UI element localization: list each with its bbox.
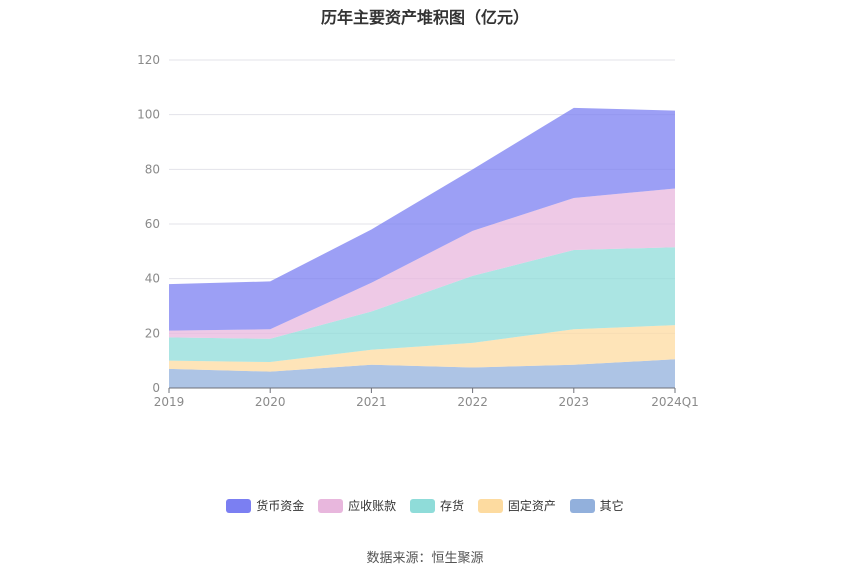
legend-label: 存货 bbox=[439, 499, 464, 513]
y-tick-label: 40 bbox=[145, 272, 160, 286]
area-series bbox=[169, 325, 675, 372]
legend-swatch bbox=[318, 498, 344, 513]
legend-swatch bbox=[569, 498, 595, 513]
legend: 货币资金 应收账款 存货 固定资产 其它 bbox=[0, 497, 850, 516]
area-series bbox=[169, 247, 675, 363]
chart-title: 历年主要资产堆积图（亿元） bbox=[320, 8, 529, 27]
x-tick-label: 2019 bbox=[154, 395, 185, 409]
legend-item[interactable]: 固定资产 bbox=[477, 497, 556, 514]
x-tick-label: 2020 bbox=[255, 395, 286, 409]
legend-item[interactable]: 其它 bbox=[569, 497, 624, 514]
area-series bbox=[169, 188, 675, 339]
y-tick-label: 100 bbox=[137, 108, 160, 122]
legend-label: 货币资金 bbox=[256, 499, 305, 513]
x-tick-label: 2022 bbox=[457, 395, 488, 409]
legend-item[interactable]: 应收账款 bbox=[318, 497, 396, 514]
y-tick-label: 20 bbox=[145, 326, 160, 340]
legend-item[interactable]: 存货 bbox=[409, 497, 464, 514]
area-series bbox=[169, 107, 675, 331]
y-tick-label: 0 bbox=[152, 381, 160, 395]
legend-item[interactable]: 货币资金 bbox=[226, 497, 304, 514]
chart-plot: 0 20 40 60 80 100 120 2019 2020 2021 2022 2023 2024Q… bbox=[137, 53, 699, 409]
area-series bbox=[169, 359, 675, 388]
x-tick-label: 2024Q1 bbox=[651, 395, 699, 409]
legend-label: 其它 bbox=[599, 499, 624, 513]
y-tick-label: 60 bbox=[145, 217, 160, 231]
legend-swatch bbox=[226, 498, 252, 513]
legend-label: 固定资产 bbox=[507, 499, 556, 513]
y-tick-label: 80 bbox=[145, 162, 160, 176]
data-source: 数据来源：恒生聚源 bbox=[366, 551, 484, 566]
legend-label: 应收账款 bbox=[348, 499, 397, 513]
legend-swatch bbox=[409, 498, 435, 513]
x-tick-label: 2023 bbox=[559, 395, 590, 409]
y-tick-label: 120 bbox=[137, 53, 160, 67]
x-tick-label: 2021 bbox=[356, 395, 387, 409]
legend-swatch bbox=[477, 498, 503, 513]
